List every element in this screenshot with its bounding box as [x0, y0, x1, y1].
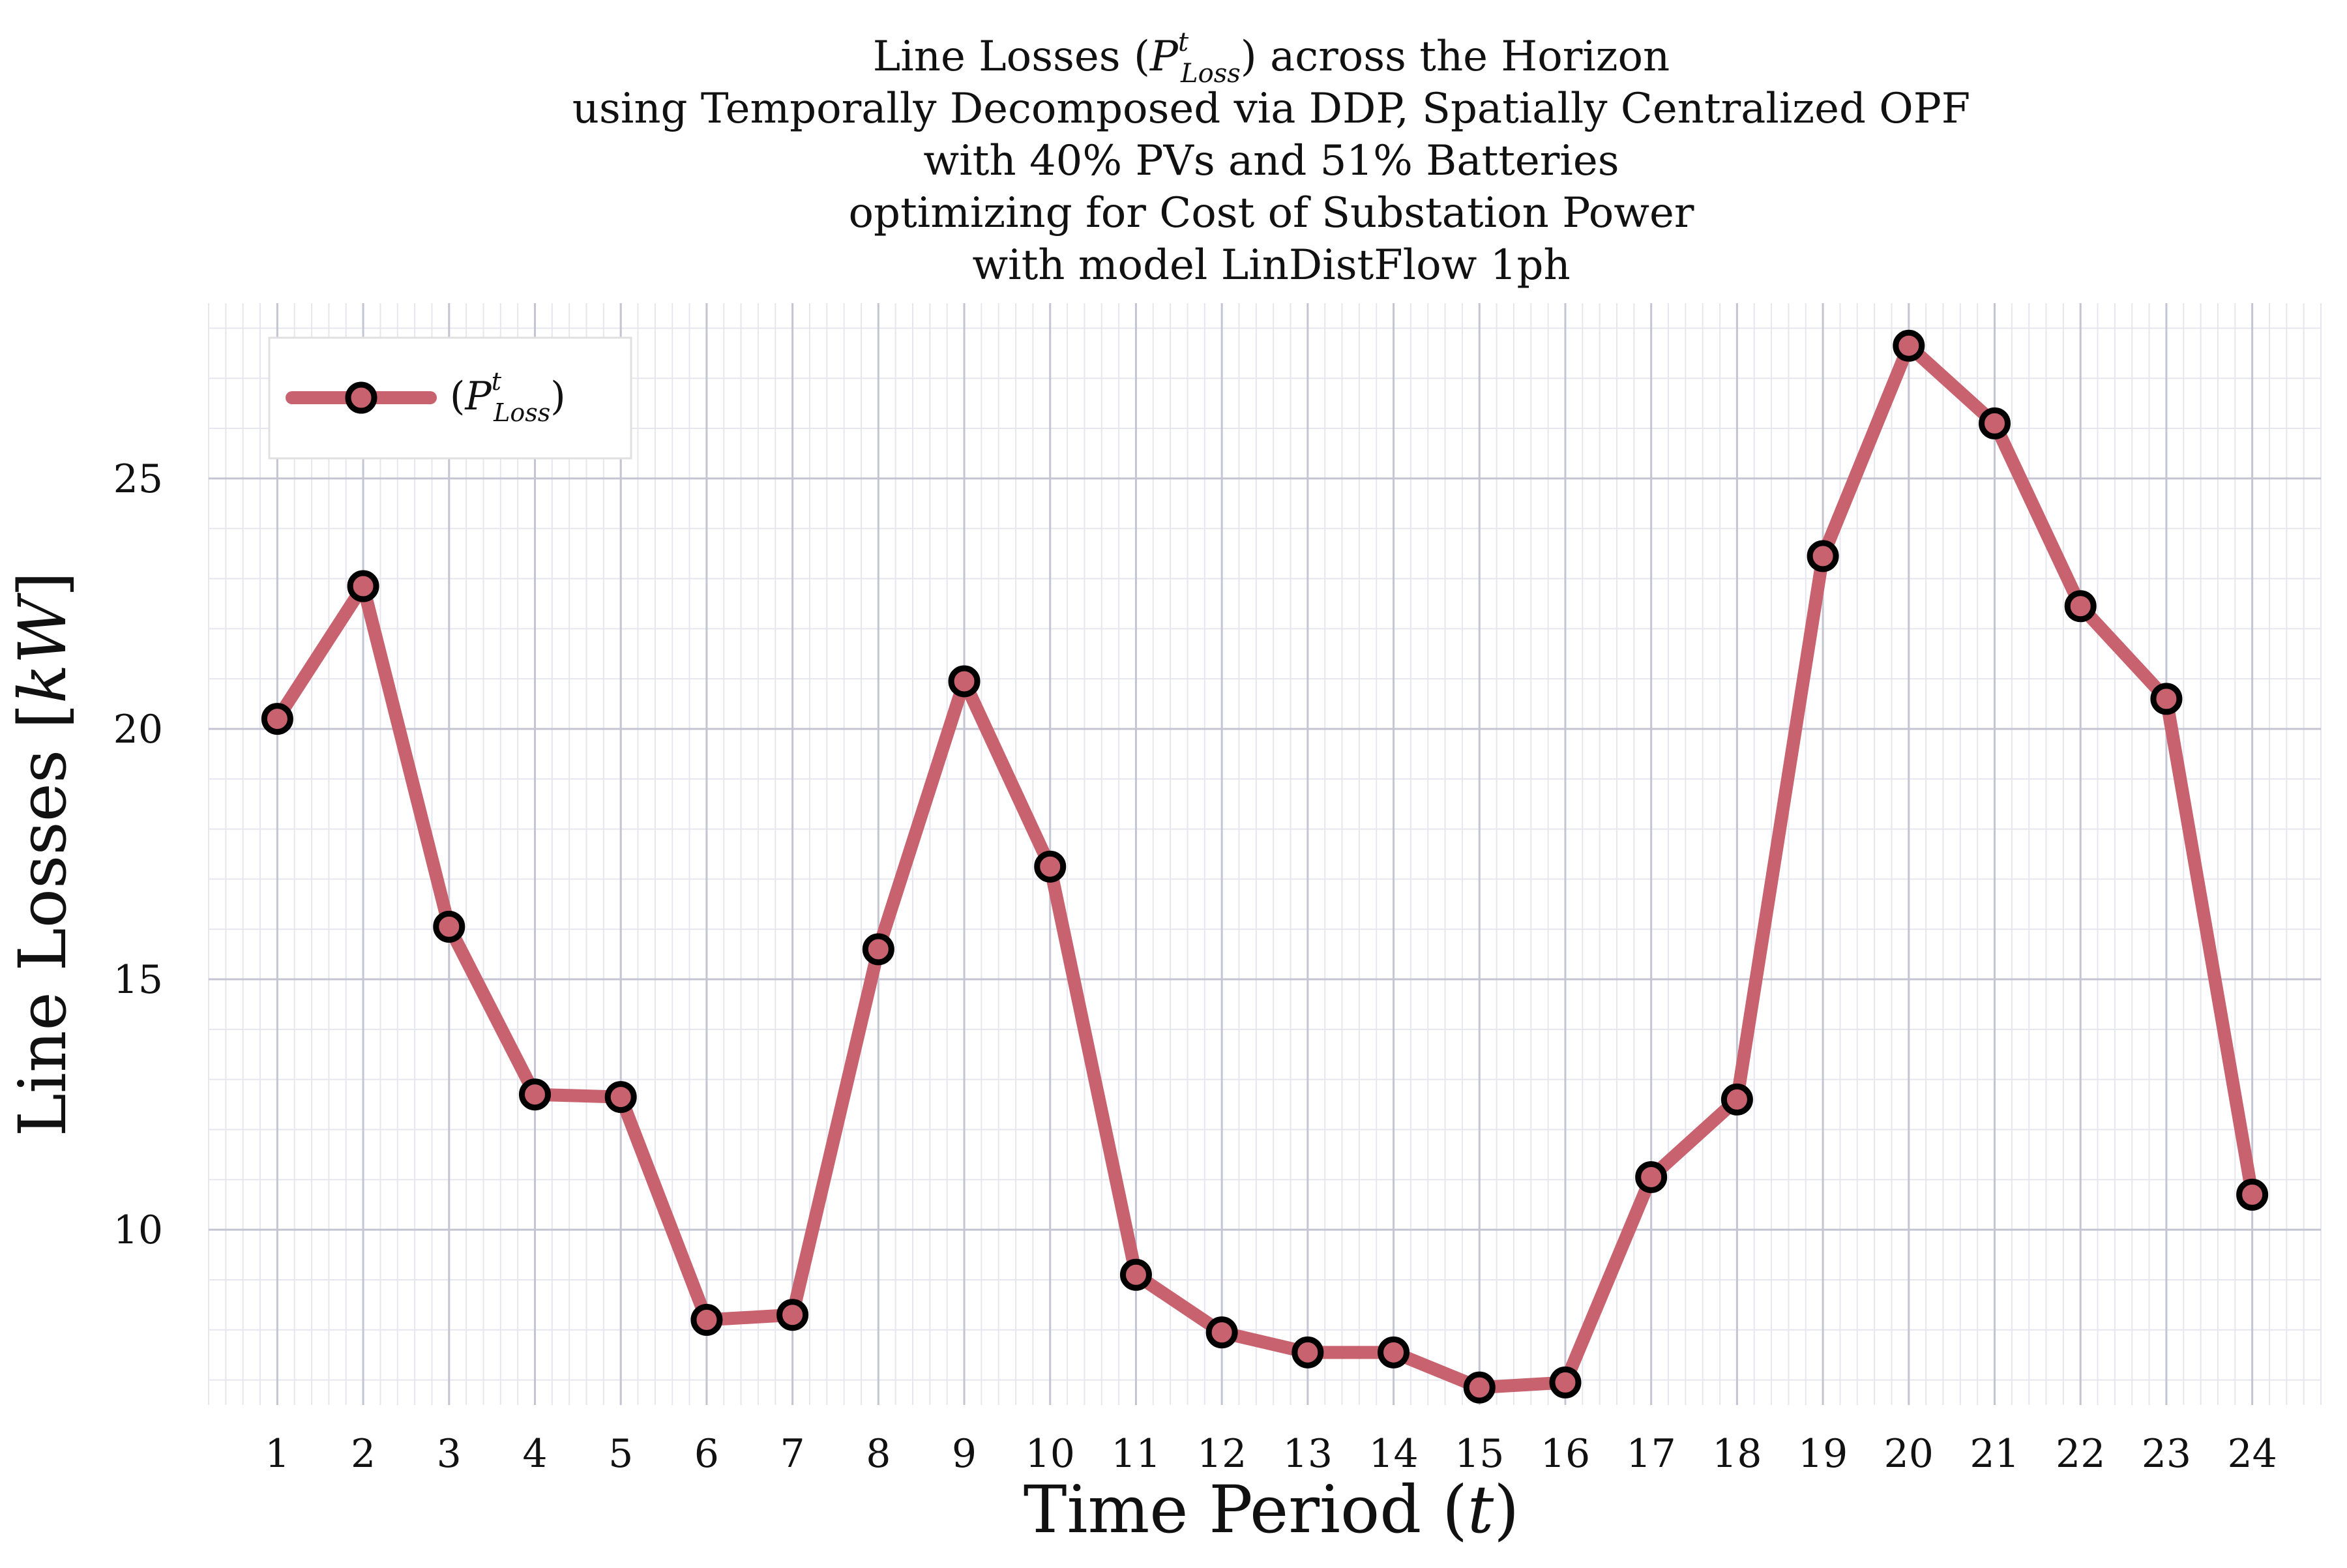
x-tick-label: 12: [1197, 1431, 1247, 1477]
x-tick-label: 5: [608, 1431, 633, 1477]
y-tick-label: 15: [113, 957, 163, 1003]
data-point: [1205, 1316, 1238, 1349]
x-tick-label: 19: [1798, 1431, 1848, 1477]
data-point: [1378, 1336, 1410, 1368]
data-point: [1893, 329, 1925, 362]
data-point: [1979, 407, 2011, 439]
y-axis-ticks: 10 15 20 25: [113, 456, 163, 1253]
x-tick-label: 24: [2227, 1431, 2277, 1477]
title-line-3: with 40% PVs and 51% Batteries: [923, 137, 1619, 185]
y-tick-label: 10: [113, 1207, 163, 1253]
title-line-2: using Temporally Decomposed via DDP, Spa…: [572, 85, 1970, 133]
x-tick-label: 8: [866, 1431, 891, 1477]
data-point: [1463, 1371, 1496, 1404]
x-tick-label: 15: [1454, 1431, 1504, 1477]
x-tick-label: 16: [1541, 1431, 1590, 1477]
y-axis-label: Line Losses [kW]: [5, 572, 81, 1137]
minor-grid: [208, 303, 2322, 1405]
data-point: [862, 933, 894, 966]
data-point: [1034, 850, 1067, 883]
x-tick-label: 6: [694, 1431, 719, 1477]
data-point: [2150, 683, 2183, 715]
data-point: [433, 910, 465, 943]
x-tick-label: 7: [780, 1431, 805, 1477]
data-point: [1292, 1336, 1324, 1368]
data-point: [261, 703, 293, 735]
y-tick-label: 25: [113, 456, 163, 502]
x-tick-label: 14: [1368, 1431, 1418, 1477]
x-tick-label: 9: [952, 1431, 977, 1477]
x-tick-label: 23: [2142, 1431, 2191, 1477]
x-tick-label: 17: [1627, 1431, 1676, 1477]
legend: (Pt Loss): [268, 336, 632, 460]
data-point: [948, 665, 981, 698]
data-point: [518, 1078, 551, 1111]
data-point: [1119, 1258, 1152, 1291]
x-tick-label: 13: [1283, 1431, 1333, 1477]
data-point: [2236, 1178, 2269, 1211]
x-axis-ticks: 1 2 3 4 5 6 7 8 9 10 11 12 13 14 15 16 17 18 19 20 21 22 23 24: [265, 1431, 2277, 1477]
data-point: [776, 1299, 809, 1331]
data-point: [1635, 1161, 1668, 1193]
series-line: [271, 339, 2259, 1395]
title-line-1: Line Losses (Pt Loss) across the Horizon: [873, 27, 1670, 89]
title-line-5: with model LinDistFlow 1ph: [972, 241, 1570, 289]
x-tick-label: 11: [1111, 1431, 1160, 1477]
x-tick-label: 10: [1026, 1431, 1075, 1477]
title-line-4: optimizing for Cost of Substation Power: [849, 189, 1694, 237]
x-tick-label: 4: [522, 1431, 547, 1477]
x-tick-label: 22: [2056, 1431, 2105, 1477]
data-point: [1549, 1366, 1582, 1398]
x-tick-label: 18: [1712, 1431, 1762, 1477]
x-tick-label: 2: [351, 1431, 376, 1477]
series-line-losses: [261, 329, 2269, 1404]
data-point: [604, 1081, 637, 1114]
y-tick-label: 20: [113, 707, 163, 752]
chart-title: Line Losses (Pt Loss) across the Horizonu…: [572, 27, 1970, 289]
data-point: [2064, 590, 2097, 623]
x-tick-label: 21: [1970, 1431, 2019, 1477]
x-tick-label: 20: [1884, 1431, 1934, 1477]
x-tick-label: 3: [437, 1431, 462, 1477]
data-point: [1807, 540, 1839, 572]
data-point: [347, 570, 379, 602]
data-point: [1720, 1083, 1753, 1116]
data-point: [690, 1303, 723, 1336]
major-grid: [209, 303, 2321, 1405]
x-tick-label: 1: [265, 1431, 289, 1477]
legend-marker: [345, 381, 377, 414]
legend-label: (Pt Loss): [450, 367, 566, 427]
x-axis-label: Time Period (t): [1024, 1472, 1519, 1548]
